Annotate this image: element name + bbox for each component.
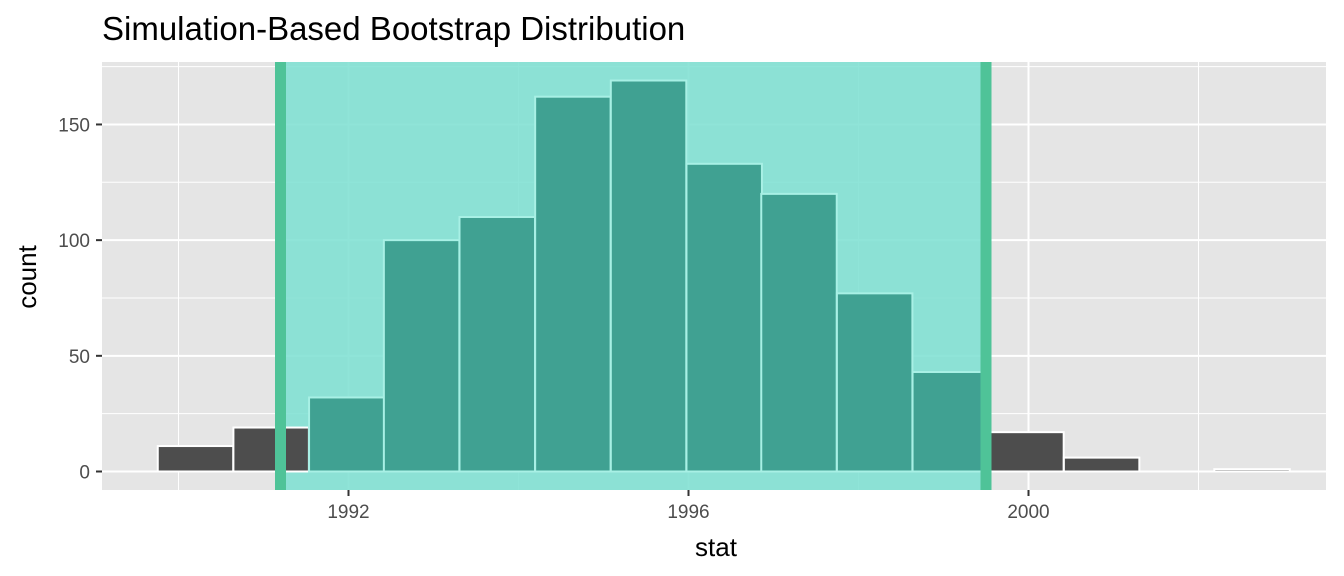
histogram-bar (1062, 456, 1141, 473)
y-axis-title: count (12, 244, 42, 308)
histogram-bar (760, 192, 838, 473)
histogram-bar (987, 431, 1065, 473)
histogram-bars (156, 79, 1291, 473)
x-axis-title: stat (695, 532, 738, 562)
histogram-bar (458, 216, 536, 473)
histogram-bar (911, 371, 990, 473)
histogram-bar (609, 79, 688, 473)
y-axis: 0 50 100 150 (58, 115, 102, 483)
x-axis: 1992 1996 2000 (327, 490, 1050, 523)
histogram-bar (1213, 468, 1291, 473)
x-tick-label: 1996 (667, 502, 709, 523)
y-tick-label: 50 (69, 347, 90, 368)
histogram-bar (232, 426, 310, 473)
histogram-bar (382, 239, 461, 473)
histogram-bar (308, 396, 386, 473)
histogram-bar (835, 292, 914, 473)
x-tick-label: 2000 (1007, 502, 1049, 523)
y-tick-label: 0 (79, 462, 90, 483)
histogram-bar (156, 445, 235, 473)
chart-title: Simulation-Based Bootstrap Distribution (102, 10, 685, 47)
y-tick-label: 100 (58, 231, 90, 252)
y-tick-label: 150 (58, 115, 90, 136)
histogram-bar (685, 162, 763, 473)
histogram-bar (534, 95, 612, 473)
x-tick-label: 1992 (327, 502, 369, 523)
